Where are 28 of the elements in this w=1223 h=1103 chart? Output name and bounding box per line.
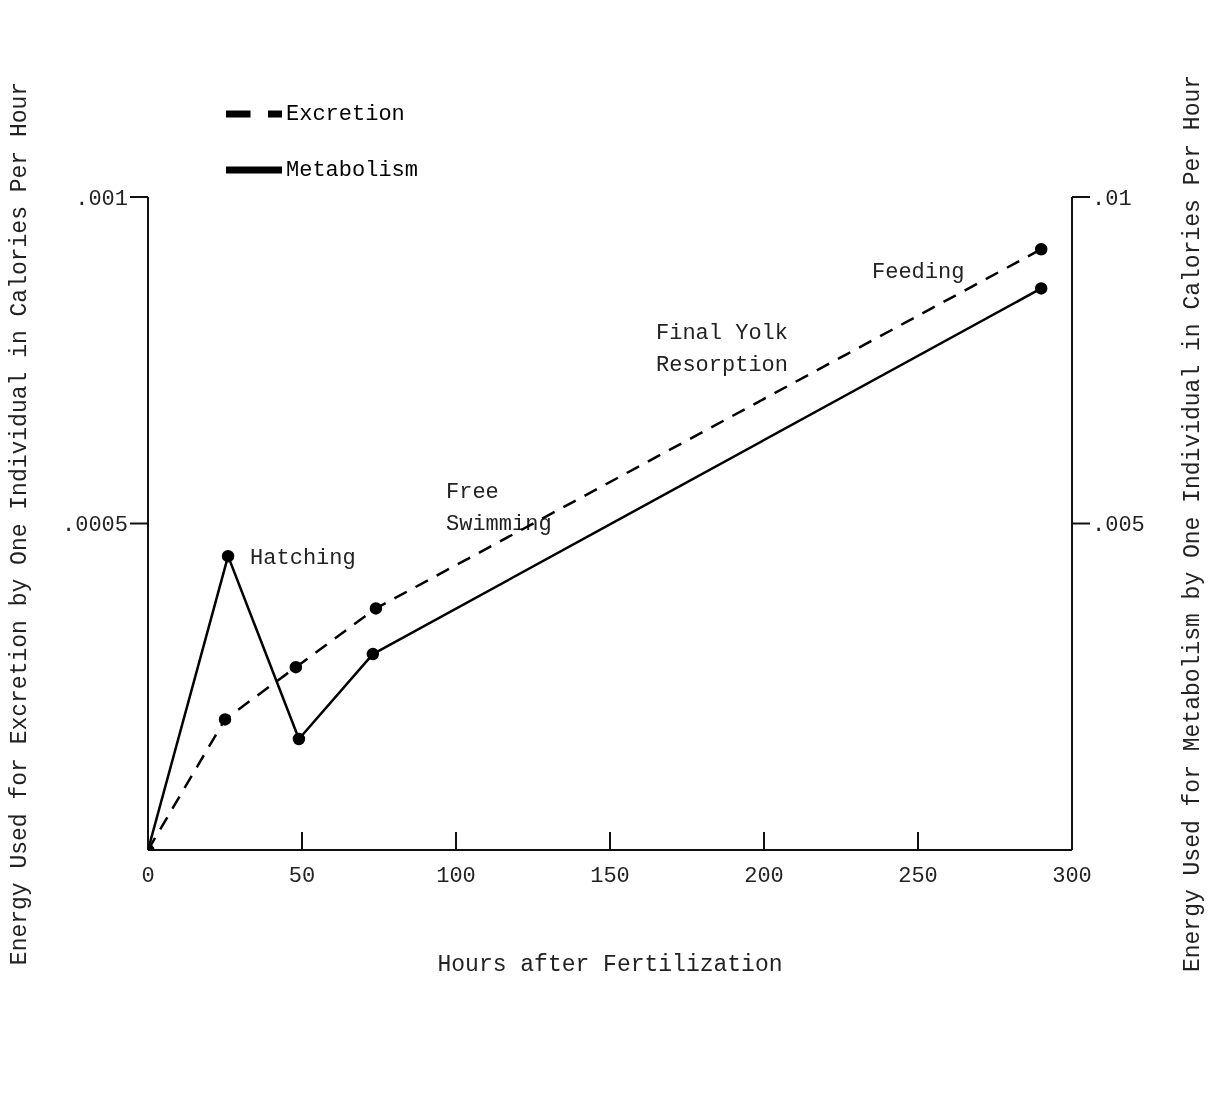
x-tick-label: 0 [141,863,155,889]
y-axis-title: Energy Used for Excretion by One Individual in Calories Per Hour [7,81,34,966]
annotation: Hatching [250,546,356,572]
legend-label: Excretion [286,101,405,127]
x-tick-label: 150 [590,863,630,889]
y2-tick-label: .01 [1092,186,1132,212]
x-tick-label: 50 [288,863,316,889]
annotation: Final Yolk Resorption [656,321,789,378]
point [289,660,303,674]
annotation: Free Swimming [446,480,552,537]
annotation: Feeding [872,260,965,285]
y-tick-label: .0005 [61,513,128,539]
y2-axis-title: Energy Used for Metabolism by One Individual in Calories Per Hour [1180,74,1207,973]
point [369,602,383,615]
x-axis-title: Hours after Fertilization [437,952,783,978]
point [221,549,235,563]
point [1034,282,1048,295]
point [218,713,232,726]
legend-label: Metabolism [286,157,419,183]
x-tick-label: 100 [436,863,476,889]
x-tick-label: 200 [744,863,784,889]
x-tick-label: 250 [898,863,938,889]
y-tick-label: .001 [75,186,128,212]
point [366,647,380,661]
x-tick-label: 300 [1052,863,1092,889]
y2-tick-label: .005 [1092,513,1145,539]
point [1034,242,1048,256]
point [292,732,306,746]
